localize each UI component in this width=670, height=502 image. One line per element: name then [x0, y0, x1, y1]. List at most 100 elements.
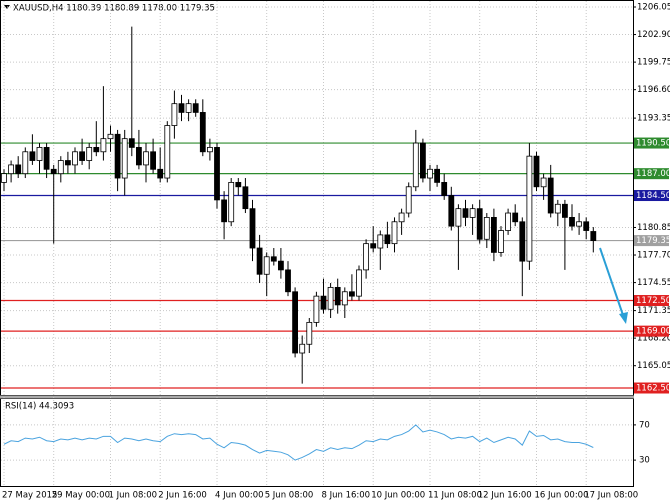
candle-body	[320, 295, 327, 310]
candle-body	[341, 291, 348, 306]
x-tick-label: 8 Jun 16:00	[322, 491, 371, 501]
x-tick-label: 17 Jun 08:00	[584, 491, 638, 501]
candle-body	[306, 321, 313, 345]
candle-body	[65, 160, 71, 166]
candle-body	[100, 138, 107, 153]
candle-body	[519, 221, 526, 262]
candle-body	[50, 168, 57, 175]
candle-body	[576, 221, 582, 227]
level-tag	[634, 382, 669, 394]
candle-body	[419, 142, 426, 179]
rsi-line	[3, 424, 594, 461]
candle-body	[192, 103, 199, 113]
candle-body	[462, 208, 469, 218]
forecast-arrow	[599, 247, 628, 324]
candle-body	[370, 243, 377, 249]
x-tick-label: 4 Jun 00:00	[215, 491, 264, 501]
candle-body	[469, 208, 476, 218]
candle-body	[377, 234, 384, 249]
level-label: 1190.50	[636, 139, 670, 149]
candle-body	[235, 182, 242, 188]
candle-body	[285, 269, 291, 293]
candle-body	[448, 195, 455, 227]
candle-body	[348, 291, 355, 297]
level-label: 1169.00	[636, 327, 670, 337]
level-label: 1184.50	[636, 191, 670, 201]
y-tick-label: 1180.85	[637, 223, 670, 233]
candle-body	[29, 151, 36, 161]
candle-body	[199, 112, 206, 153]
candle-body	[22, 151, 29, 175]
level-tag	[634, 137, 669, 149]
x-tick-label: 11 Jun 08:00	[428, 491, 482, 501]
candle-body	[221, 199, 228, 223]
candle-body	[356, 269, 362, 297]
candle-body	[150, 151, 157, 170]
candle-body	[562, 203, 568, 218]
x-tick-label: 12 Jun 16:00	[478, 491, 532, 501]
candle-body	[398, 212, 405, 223]
candle-body	[157, 168, 164, 179]
candle-body	[498, 230, 504, 253]
candle-body	[554, 203, 561, 214]
candle-body	[277, 260, 284, 271]
level-label: 1162.50	[636, 384, 670, 394]
y-tick-label: 1177.70	[637, 251, 670, 261]
candle-body	[86, 147, 93, 161]
y-tick-label: 1168.20	[637, 334, 670, 344]
candle-body	[427, 168, 433, 179]
candle-body	[434, 168, 441, 183]
y-tick-label: 1206.05	[637, 2, 670, 12]
candle-body	[43, 147, 50, 170]
y-tick-label: 70	[639, 420, 650, 430]
candle-body	[143, 151, 149, 166]
candle-body	[455, 208, 462, 227]
candle-body	[334, 286, 341, 306]
level-tag	[634, 235, 669, 247]
candle-body	[313, 295, 320, 323]
candle-body	[79, 151, 85, 161]
candle-body	[121, 138, 128, 179]
candle-body	[178, 103, 185, 113]
candle-body	[206, 147, 213, 153]
separator	[0, 395, 634, 399]
candle-body	[363, 243, 370, 271]
x-tick-label: 2 Jun 16:00	[158, 491, 207, 501]
candle-body	[476, 208, 483, 240]
candle-body	[107, 133, 114, 140]
candle-body	[405, 186, 412, 214]
y-tick-label: 1165.05	[637, 361, 670, 371]
y-tick-label: 1171.35	[637, 306, 670, 316]
level-tag	[634, 325, 669, 337]
level-label: 1187.00	[636, 169, 670, 179]
candle-body	[569, 217, 575, 227]
x-tick-label: 5 Jun 08:00	[265, 491, 314, 501]
candle-body	[526, 155, 533, 262]
y-tick-label: 1202.90	[637, 30, 670, 40]
candle-body	[128, 138, 135, 148]
level-label: 1179.35	[636, 236, 670, 246]
candle-body	[299, 343, 306, 354]
candle-body	[171, 103, 178, 126]
rsi-title: RSI(14) 44.3093	[5, 402, 74, 412]
x-tick-label: 27 May 2015	[2, 491, 57, 501]
candle-body	[15, 164, 22, 175]
candle-body	[114, 133, 121, 179]
y-tick-label: 30	[639, 456, 650, 466]
candle-body	[483, 217, 490, 240]
candle-body	[72, 151, 78, 166]
level-label: 1172.50	[636, 296, 670, 306]
candle-body	[214, 147, 220, 201]
candle-body	[1, 173, 7, 183]
candle-body	[228, 182, 235, 223]
candle-body	[242, 186, 249, 210]
candle-body	[547, 177, 554, 214]
candle-body	[57, 160, 64, 175]
candle-body	[384, 234, 391, 245]
candle-body	[540, 177, 547, 188]
level-tag	[634, 168, 669, 180]
x-tick-label: 1 Jun 08:00	[109, 491, 158, 501]
candle-body	[256, 247, 263, 275]
level-tag	[634, 190, 669, 202]
